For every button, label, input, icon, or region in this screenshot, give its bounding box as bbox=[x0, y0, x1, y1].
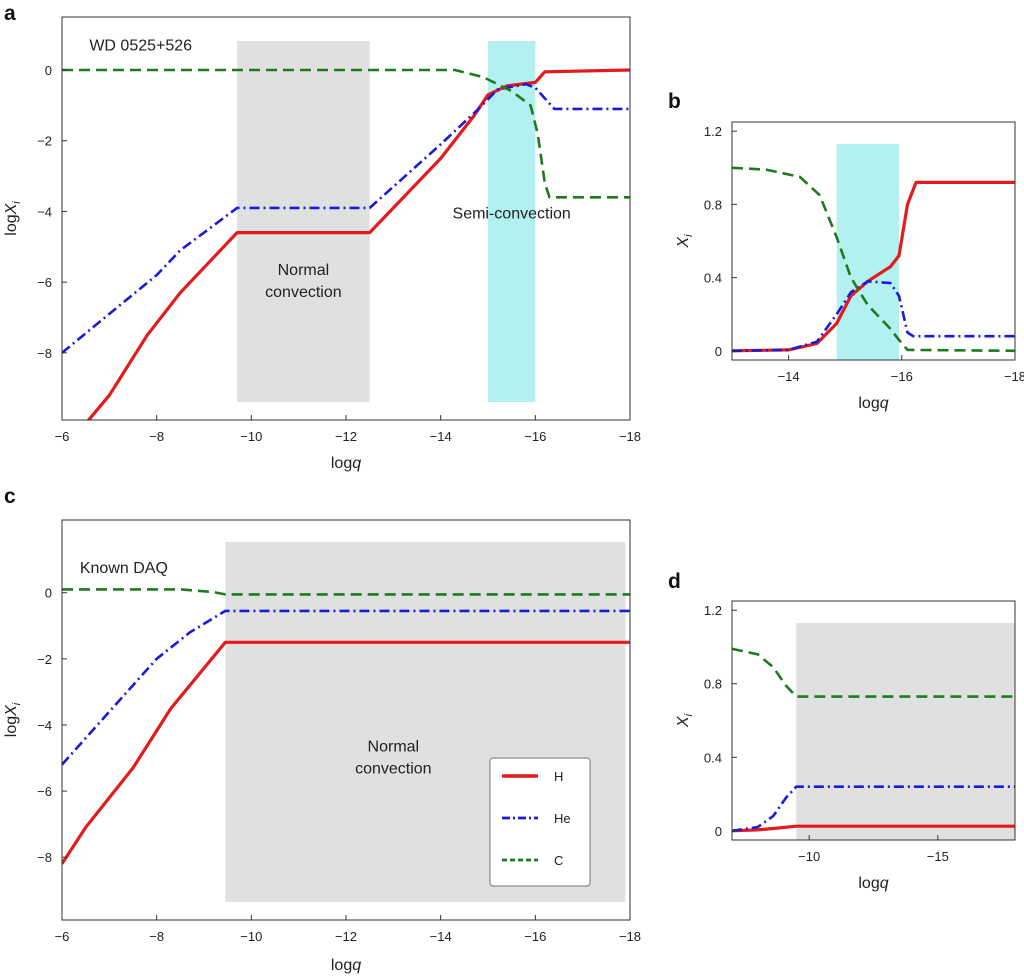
x-tick-label: −12 bbox=[335, 429, 357, 444]
x-axis-label-b: logq bbox=[858, 395, 888, 412]
series-C-c bbox=[62, 588, 630, 596]
panel-b: −14 −16 −18 0 0.4 0.8 1.2 logq Xi b bbox=[668, 90, 1024, 412]
x-tick-label: −10 bbox=[798, 849, 820, 864]
region-label-c: convection bbox=[355, 760, 432, 777]
series-He-b bbox=[732, 280, 1015, 353]
y-tick-label: 0.8 bbox=[704, 197, 722, 212]
region-b-0 bbox=[836, 144, 899, 360]
panel-d: −10 −15 0 0.4 0.8 1.2 logq Xi d bbox=[668, 570, 1016, 892]
region-d-0 bbox=[796, 623, 1015, 840]
y-tick-label: 0.4 bbox=[704, 271, 722, 286]
x-tick-label: −10 bbox=[240, 929, 262, 944]
y-tick-label: 1.2 bbox=[704, 603, 722, 618]
series-He-a bbox=[62, 82, 630, 354]
x-tick-label: −18 bbox=[1004, 369, 1024, 384]
x-tick-label: −16 bbox=[891, 369, 913, 384]
region-label-a: Normal bbox=[278, 262, 330, 279]
legend-label-He: He bbox=[554, 811, 571, 826]
y-tick-label: 0.8 bbox=[704, 677, 722, 692]
x-tick-label: −18 bbox=[619, 929, 641, 944]
y-axis-label-a: logXi bbox=[3, 201, 23, 236]
panel-c: Normal convection −6 −8 −10 −12 −14 −16 −18 0 −2 −4… bbox=[3, 485, 641, 974]
panel-letter-c: c bbox=[4, 485, 16, 508]
y-tick-label: −6 bbox=[37, 784, 52, 799]
y-tick-label: −8 bbox=[37, 346, 52, 361]
y-tick-label: 0 bbox=[45, 63, 52, 78]
x-tick-label: −16 bbox=[524, 429, 546, 444]
x-tick-label: −12 bbox=[335, 929, 357, 944]
y-tick-label: 1.2 bbox=[704, 124, 722, 139]
y-axis-label-d: Xi bbox=[675, 713, 695, 728]
legend: H He C bbox=[489, 757, 591, 887]
y-tick-label: −2 bbox=[37, 652, 52, 667]
legend-label-H: H bbox=[554, 769, 563, 784]
legend-box bbox=[489, 757, 591, 887]
x-tick-label: −14 bbox=[430, 929, 452, 944]
plot-frame-d bbox=[731, 600, 1016, 841]
x-tick-label: −15 bbox=[927, 849, 949, 864]
series-H-d bbox=[732, 824, 1015, 833]
annotation-c: Known DAQ bbox=[80, 560, 168, 577]
x-tick-label: −16 bbox=[524, 929, 546, 944]
region-label-c: Normal bbox=[368, 738, 420, 755]
y-tick-label: 0 bbox=[715, 344, 722, 359]
panel-letter-b: b bbox=[668, 90, 681, 113]
y-axis-label-c: logXi bbox=[3, 702, 23, 737]
y-tick-label: 0 bbox=[45, 586, 52, 601]
plot-frame-b bbox=[731, 121, 1016, 361]
x-axis-label-d: logq bbox=[858, 875, 888, 892]
panel-a: Normal convection Semi-convection −6 −8 −10 −1… bbox=[3, 2, 641, 472]
x-axis-label-c: logq bbox=[331, 957, 361, 974]
series-C-a bbox=[62, 68, 630, 199]
y-tick-label: 0 bbox=[715, 824, 722, 839]
panel-letter-d: d bbox=[668, 570, 681, 593]
region-label-a: convection bbox=[265, 284, 342, 301]
annotation-a: WD 0525+526 bbox=[89, 38, 192, 55]
x-tick-label: −8 bbox=[149, 929, 164, 944]
y-tick-label: −2 bbox=[37, 134, 52, 149]
x-tick-label: −14 bbox=[430, 429, 452, 444]
y-tick-label: −4 bbox=[37, 718, 52, 733]
x-axis-label-a: logq bbox=[331, 455, 361, 472]
region-a-0 bbox=[237, 41, 370, 402]
legend-label-C: C bbox=[554, 853, 563, 868]
series-H-a bbox=[86, 68, 630, 420]
x-tick-label: −6 bbox=[55, 929, 70, 944]
y-axis-label-b: Xi bbox=[675, 234, 695, 249]
x-tick-label: −18 bbox=[619, 429, 641, 444]
x-tick-label: −10 bbox=[240, 429, 262, 444]
x-tick-label: −14 bbox=[778, 369, 800, 384]
region-label-a: Semi-convection bbox=[453, 206, 571, 223]
series-He-d bbox=[732, 785, 1015, 833]
y-tick-label: −8 bbox=[37, 850, 52, 865]
y-tick-label: 0.4 bbox=[704, 750, 722, 765]
region-a-1 bbox=[488, 41, 536, 402]
y-tick-label: −6 bbox=[37, 275, 52, 290]
series-He-c bbox=[62, 609, 630, 766]
x-tick-label: −8 bbox=[149, 429, 164, 444]
series-C-b bbox=[732, 166, 1015, 353]
panel-letter-a: a bbox=[4, 2, 16, 25]
y-tick-label: −4 bbox=[37, 204, 52, 219]
series-C-d bbox=[732, 647, 1015, 698]
series-H-c bbox=[62, 640, 630, 865]
x-tick-label: −6 bbox=[55, 429, 70, 444]
